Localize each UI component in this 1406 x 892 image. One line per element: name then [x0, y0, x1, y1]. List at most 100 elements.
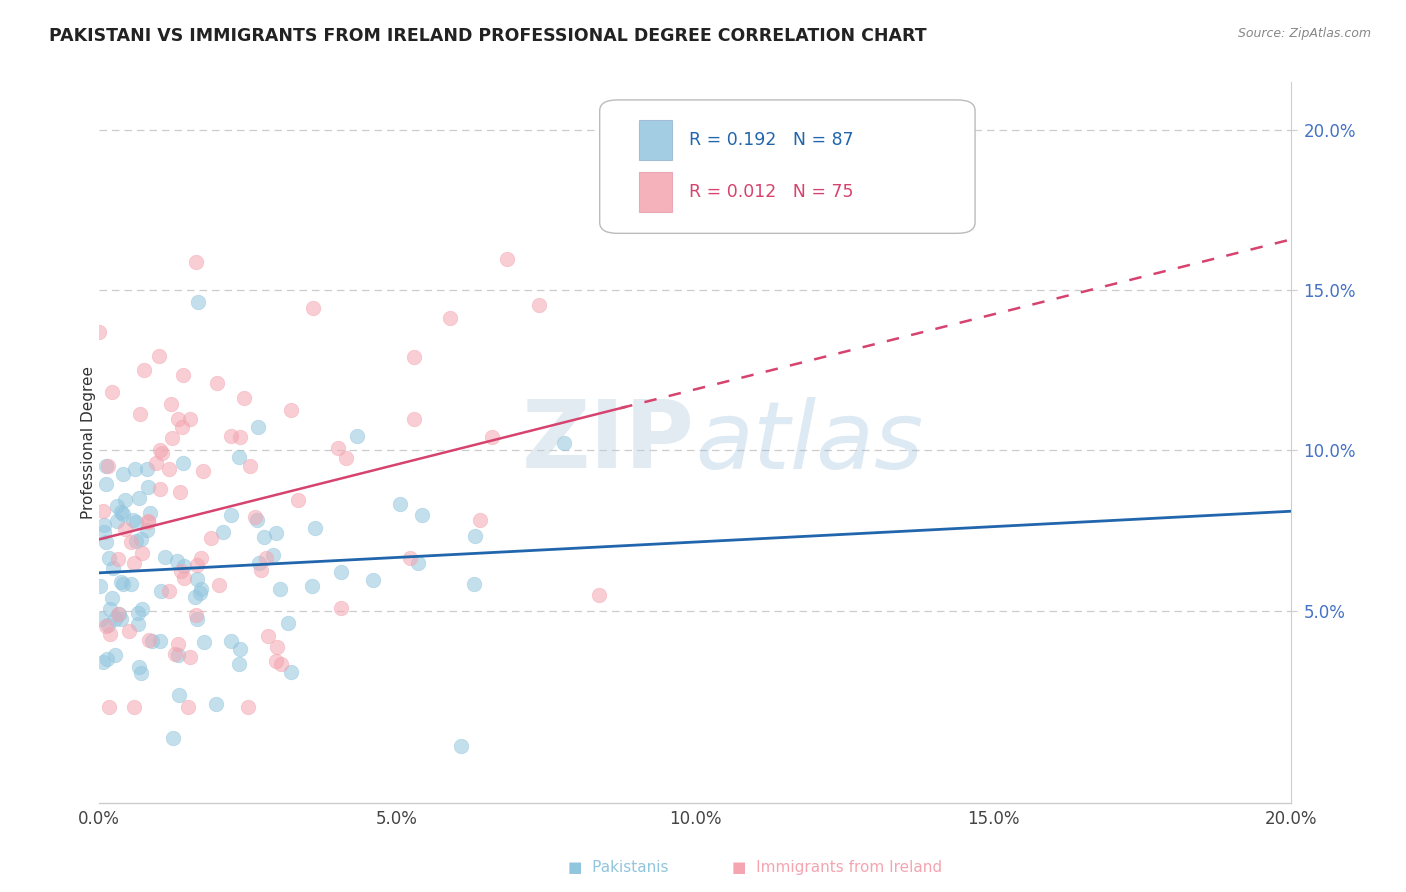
Point	[254, 550, 277, 565]
Point	[96, 477, 118, 491]
Point	[170, 564, 193, 578]
Text: ■  Immigrants from Ireland: ■ Immigrants from Ireland	[731, 860, 942, 874]
Point	[96, 534, 118, 549]
Point	[131, 546, 153, 560]
Point	[301, 301, 323, 315]
Point	[127, 606, 149, 620]
Point	[304, 520, 326, 534]
Point	[166, 554, 188, 568]
Point	[404, 412, 426, 426]
Point	[238, 699, 260, 714]
Point	[163, 647, 186, 661]
Point	[111, 507, 134, 521]
Point	[111, 577, 134, 591]
Point	[98, 627, 121, 641]
Point	[93, 525, 115, 540]
Point	[141, 634, 163, 648]
Point	[239, 458, 262, 473]
Point	[204, 697, 226, 711]
Text: atlas: atlas	[695, 397, 924, 488]
Point	[167, 648, 190, 662]
Point	[186, 255, 208, 269]
Text: PAKISTANI VS IMMIGRANTS FROM IRELAND PROFESSIONAL DEGREE CORRELATION CHART: PAKISTANI VS IMMIGRANTS FROM IRELAND PRO…	[49, 27, 927, 45]
Point	[91, 655, 114, 669]
Point	[136, 480, 159, 494]
Point	[280, 665, 302, 679]
Point	[246, 419, 269, 434]
Text: ■  Pakistanis: ■ Pakistanis	[568, 860, 669, 874]
Point	[205, 376, 228, 390]
Point	[450, 739, 472, 753]
Point	[247, 556, 270, 570]
Point	[169, 484, 191, 499]
Point	[104, 648, 127, 663]
Point	[468, 513, 491, 527]
Point	[219, 429, 242, 443]
Point	[101, 384, 124, 399]
Point	[104, 612, 127, 626]
Point	[110, 504, 132, 518]
Point	[219, 508, 242, 523]
Point	[186, 608, 208, 623]
Point	[256, 628, 278, 642]
Point	[136, 514, 159, 528]
Point	[96, 652, 118, 666]
Point	[128, 491, 150, 505]
Point	[179, 412, 201, 426]
Point	[481, 429, 503, 443]
Point	[246, 513, 269, 527]
Point	[411, 508, 433, 522]
FancyBboxPatch shape	[638, 120, 672, 160]
Point	[145, 456, 167, 470]
Point	[190, 551, 212, 566]
Point	[149, 442, 172, 457]
Point	[160, 431, 183, 445]
Point	[135, 462, 157, 476]
Point	[280, 402, 302, 417]
Point	[172, 456, 194, 470]
Point	[266, 640, 288, 655]
Point	[96, 619, 118, 633]
Y-axis label: Professional Degree: Professional Degree	[80, 366, 96, 519]
Point	[148, 349, 170, 363]
Point	[93, 517, 115, 532]
Point	[211, 525, 233, 540]
Point	[326, 441, 349, 455]
Point	[153, 549, 176, 564]
Point	[588, 588, 610, 602]
Point	[167, 688, 190, 702]
Point	[97, 458, 120, 473]
Point	[149, 482, 172, 496]
Point	[107, 551, 129, 566]
Point	[186, 572, 208, 586]
FancyBboxPatch shape	[638, 172, 672, 211]
Point	[176, 699, 198, 714]
Point	[262, 548, 284, 562]
FancyBboxPatch shape	[600, 100, 976, 234]
Point	[162, 731, 184, 746]
Point	[186, 558, 208, 572]
Point	[120, 576, 142, 591]
Point	[157, 583, 180, 598]
Point	[270, 657, 292, 671]
Point	[233, 391, 256, 405]
Point	[398, 550, 420, 565]
Point	[496, 252, 519, 267]
Point	[110, 575, 132, 590]
Point	[125, 515, 148, 529]
Point	[553, 436, 575, 450]
Point	[159, 462, 181, 476]
Point	[228, 657, 250, 671]
Point	[173, 570, 195, 584]
Point	[124, 699, 146, 714]
Point	[110, 611, 132, 625]
Point	[463, 576, 485, 591]
Point	[160, 397, 183, 411]
Point	[346, 429, 368, 443]
Point	[122, 513, 145, 527]
Point	[184, 591, 207, 605]
Point	[131, 665, 153, 680]
Point	[91, 504, 114, 518]
Point	[179, 649, 201, 664]
Point	[266, 525, 288, 540]
